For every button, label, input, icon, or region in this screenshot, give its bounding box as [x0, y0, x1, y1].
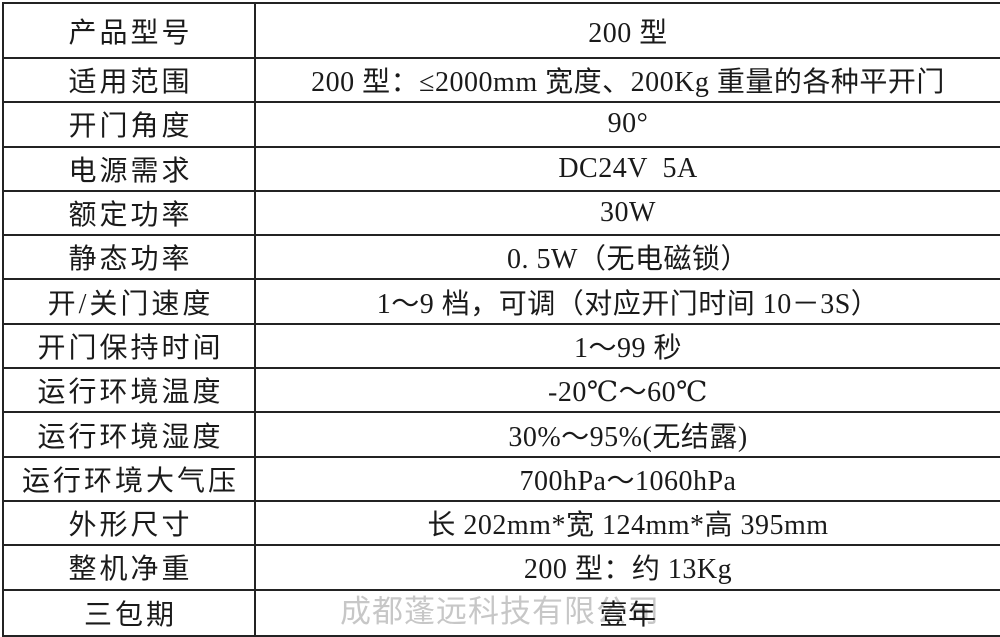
spec-value: 700hPa～1060hPa [519, 465, 737, 497]
table-row: 产品型号 200 型 [4, 4, 1000, 59]
spec-value: 200 型：≤2000mm 宽度、200Kg 重量的各种平开门 [311, 67, 945, 99]
spec-label: 电源需求 [4, 147, 256, 190]
spec-value: 长 202mm*宽 124mm*高 395mm [427, 510, 829, 542]
spec-label: 开/关门速度 [4, 280, 256, 323]
table-row: 适用范围 200 型：≤2000mm 宽度、200Kg 重量的各种平开门 [4, 59, 1000, 104]
spec-label: 产品型号 [4, 4, 256, 57]
table-row: 运行环境温度 -20℃～60℃ [4, 369, 1000, 414]
spec-label: 运行环境温度 [4, 369, 256, 412]
spec-value: 90° [607, 108, 649, 140]
spec-value: DC24V 5A [558, 152, 698, 184]
table-row: 额定功率 30W [4, 191, 1000, 237]
spec-label: 外形尺寸 [4, 501, 256, 545]
table-row: 开门角度 90° [4, 103, 1000, 148]
table-row: 电源需求 DC24V 5A [4, 147, 1000, 192]
spec-label: 开门角度 [4, 103, 256, 146]
spec-value: 0. 5W（无电磁锁） [507, 244, 749, 276]
spec-label: 运行环境大气压 [4, 457, 256, 500]
table-row: 整机净重 200 型：约 13Kg [4, 546, 1000, 591]
table-row: 静态功率 0. 5W（无电磁锁） [4, 236, 1000, 281]
table-row: 外形尺寸 长 202mm*宽 124mm*高 395mm [4, 501, 1000, 547]
spec-label: 三包期 [4, 590, 256, 635]
spec-label: 静态功率 [4, 236, 256, 279]
spec-value: 200 型 [588, 17, 668, 49]
company-watermark: 成都蓬远科技有限公司 [340, 594, 660, 629]
spec-value: 30%～95%(无结露) [508, 421, 748, 453]
spec-value: 壹年 [599, 599, 657, 631]
spec-value: 1～9 档，可调（对应开门时间 10－3S） [376, 288, 880, 320]
spec-value: 1～99 秒 [573, 332, 682, 364]
spec-value: 200 型：约 13Kg [523, 554, 733, 586]
table-row: 开/关门速度 1～9 档，可调（对应开门时间 10－3S） [4, 280, 1000, 325]
spec-label: 整机净重 [4, 546, 256, 589]
spec-label: 适用范围 [4, 59, 256, 102]
spec-value: 30W [600, 197, 656, 229]
spec-value: -20℃～60℃ [548, 377, 708, 409]
spec-label: 运行环境湿度 [4, 413, 256, 456]
table-row: 运行环境湿度 30%～95%(无结露) [4, 413, 1000, 458]
spec-label: 开门保持时间 [4, 324, 256, 368]
table-row: 开门保持时间 1～99 秒 [4, 324, 1000, 370]
table-row: 三包期 壹年 [4, 590, 1000, 637]
spec-label: 额定功率 [4, 191, 256, 235]
table-row: 运行环境大气压 700hPa～1060hPa [4, 457, 1000, 502]
